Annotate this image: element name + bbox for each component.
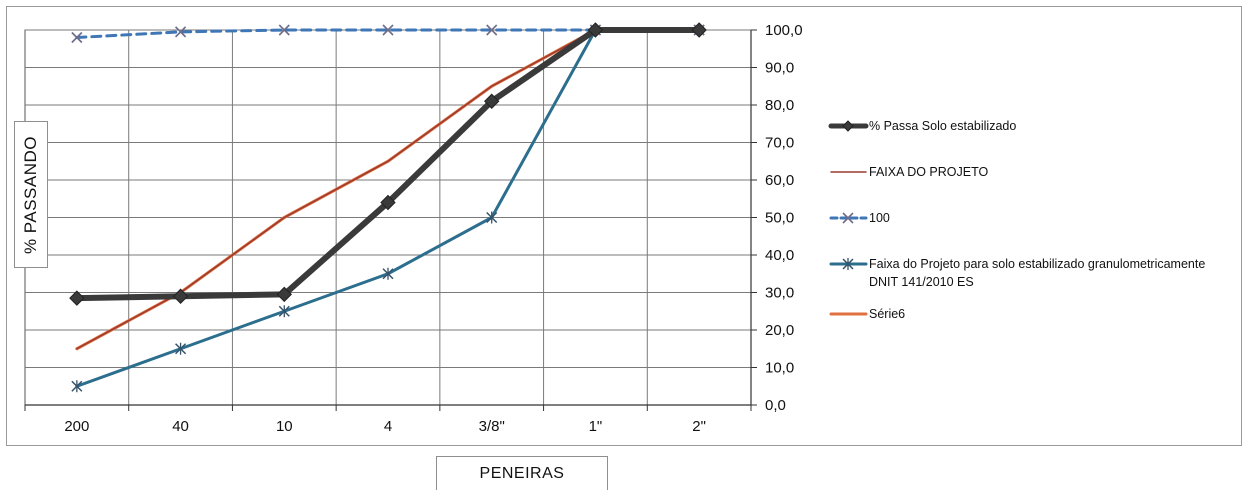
y-tick-label: 10,0 bbox=[765, 360, 794, 377]
data-point-x bbox=[486, 24, 498, 36]
y-tick-label: 80,0 bbox=[765, 97, 794, 114]
data-point-x bbox=[278, 24, 290, 36]
x-tick-label: 10 bbox=[276, 418, 293, 435]
x-stroke bbox=[278, 24, 290, 36]
data-point-diamond bbox=[484, 93, 500, 109]
x-tick-label: 1" bbox=[589, 418, 603, 435]
x-stroke bbox=[382, 24, 394, 36]
legend-label: Série6 bbox=[869, 307, 905, 321]
y-tick-label: 20,0 bbox=[765, 322, 794, 339]
y-tick-labels: 0,0 10,0 20,0 30,0 40,0 50,0 60,0 70,0 80,0 90,0 1… bbox=[765, 22, 803, 414]
y-tick-label: 60,0 bbox=[765, 172, 794, 189]
legend-label: % Passa Solo estabilizado bbox=[869, 119, 1016, 133]
legend-label: 100 bbox=[869, 211, 890, 225]
legend-label: Faixa do Projeto para solo estabilizado … bbox=[869, 257, 1205, 271]
x-tick-label: 40 bbox=[172, 418, 189, 435]
x-axis-title: PENEIRAS bbox=[479, 464, 565, 482]
grid-layer bbox=[24, 29, 757, 411]
legend-item: FAIXA DO PROJETO bbox=[830, 165, 989, 179]
legend-item: 100 bbox=[829, 211, 890, 225]
data-point-x bbox=[842, 212, 854, 224]
data-point-star bbox=[486, 211, 498, 224]
data-point-diamond bbox=[172, 288, 189, 304]
y-tick-label: 90,0 bbox=[765, 60, 794, 77]
data-point-diamond bbox=[587, 22, 604, 38]
legend: % Passa Solo estabilizado FAIXA DO PROJET… bbox=[828, 119, 1205, 321]
x-tick-label: 200 bbox=[64, 418, 89, 435]
y-tick-label: 40,0 bbox=[765, 247, 794, 264]
series-4 bbox=[75, 28, 701, 351]
y-axis-title: % PASSANDO bbox=[21, 135, 40, 254]
data-point-star bbox=[71, 380, 83, 393]
series-line bbox=[76, 29, 700, 350]
data-point-star bbox=[278, 305, 290, 318]
data-point-star bbox=[382, 267, 394, 280]
y-tick-label: 0,0 bbox=[765, 397, 786, 414]
data-point-diamond bbox=[842, 120, 854, 132]
data-point-x bbox=[382, 24, 394, 36]
x-stroke bbox=[486, 24, 498, 36]
legend-item: Série6 bbox=[829, 307, 905, 321]
data-point-x bbox=[175, 26, 187, 38]
y-tick-label: 30,0 bbox=[765, 285, 794, 302]
legend-label: DNIT 141/2010 ES bbox=[869, 275, 974, 289]
series-line bbox=[73, 27, 703, 302]
legend-label: FAIXA DO PROJETO bbox=[869, 165, 989, 179]
x-stroke bbox=[175, 26, 187, 38]
x-axis-title-box: PENEIRAS bbox=[436, 456, 608, 490]
y-tick-label: 50,0 bbox=[765, 210, 794, 227]
series-layer bbox=[69, 22, 707, 393]
x-tick-label: 4 bbox=[384, 418, 392, 435]
data-point-diamond bbox=[691, 22, 707, 38]
legend-item: % Passa Solo estabilizado bbox=[828, 119, 1016, 133]
chart-frame bbox=[6, 6, 1242, 446]
legend-item: Faixa do Projeto para solo estabilizado … bbox=[829, 257, 1205, 289]
x-tick-labels: 200 40 10 4 3/8" 1" 2" bbox=[64, 418, 706, 435]
x-stroke bbox=[71, 31, 83, 44]
data-point-x bbox=[71, 31, 83, 44]
x-tick-label: 3/8" bbox=[479, 418, 505, 435]
x-tick-label: 2" bbox=[692, 418, 706, 435]
data-point-star bbox=[175, 342, 187, 355]
series-0 bbox=[69, 22, 707, 306]
data-point-diamond bbox=[69, 290, 85, 306]
series-line bbox=[75, 28, 701, 351]
data-point-diamond bbox=[380, 194, 396, 211]
y-axis-title-box: % PASSANDO bbox=[14, 121, 48, 268]
x-stroke bbox=[842, 212, 854, 224]
y-tick-label: 70,0 bbox=[765, 135, 794, 152]
series-1 bbox=[76, 29, 700, 350]
data-point-star bbox=[842, 258, 854, 270]
y-tick-label: 100,0 bbox=[765, 22, 803, 39]
data-point-diamond bbox=[276, 286, 292, 303]
